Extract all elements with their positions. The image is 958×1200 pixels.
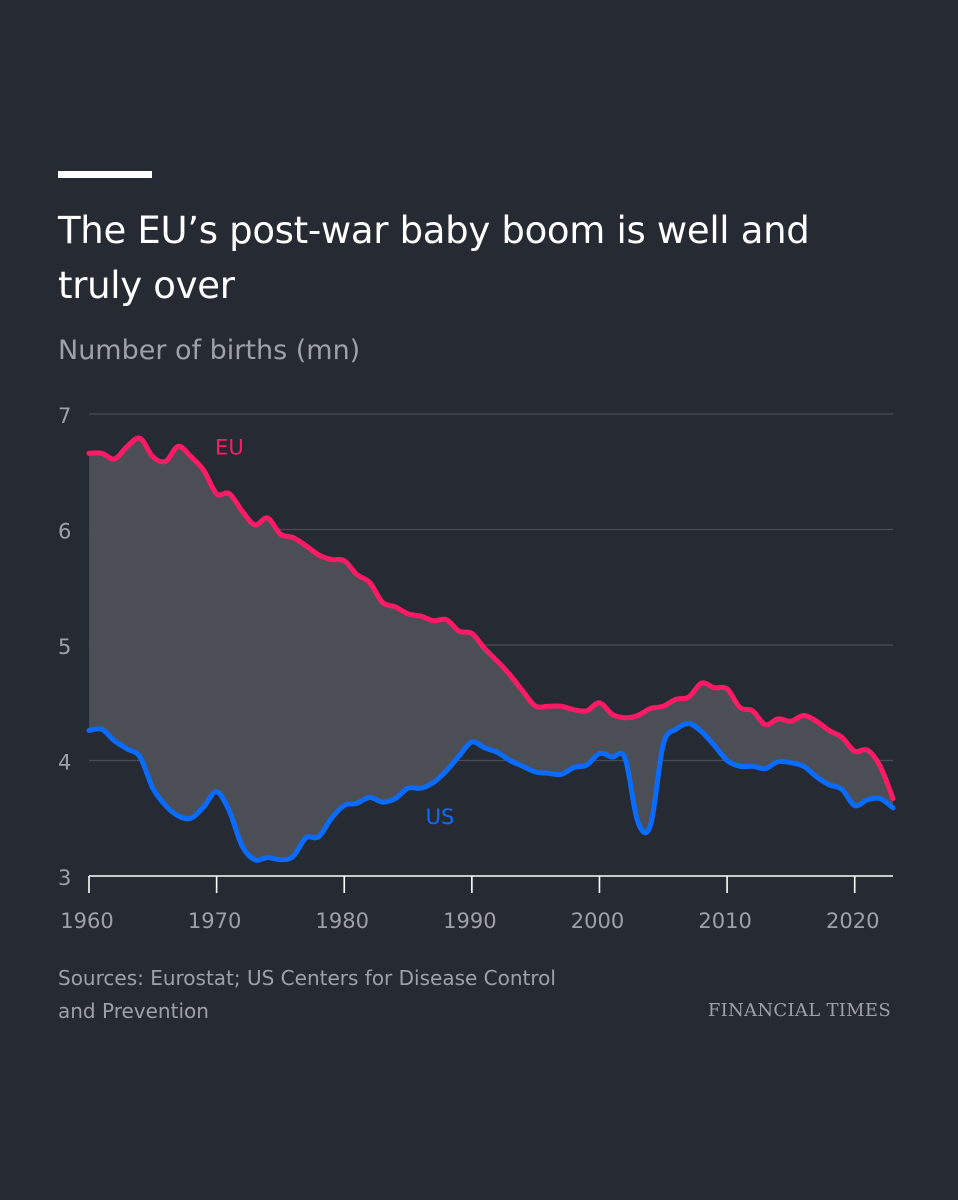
y-tick-label-7: 7: [58, 404, 71, 428]
publisher-brand: FINANCIAL TIMES: [707, 1000, 891, 1021]
x-tick-label-2020: 2020: [826, 909, 879, 933]
us-series-line: [86, 720, 896, 863]
y-tick-label-3: 3: [58, 866, 71, 890]
x-tick-label-1990: 1990: [443, 909, 496, 933]
x-tick-label-2010: 2010: [698, 909, 751, 933]
eu-series-line: [86, 435, 896, 802]
x-tick-label-1970: 1970: [188, 909, 241, 933]
source-note: Sources: Eurostat; US Centers for Diseas…: [58, 966, 556, 1023]
series-labels: EU US: [215, 435, 454, 829]
x-tick-label-1960: 1960: [60, 909, 113, 933]
y-tick-label-4: 4: [58, 751, 71, 775]
us-series-label: US: [426, 805, 455, 829]
y-tick-label-5: 5: [58, 635, 71, 659]
x-axis: 1960 1970 1980 1990 2000 2010 2020: [60, 875, 893, 933]
x-tick-label-1980: 1980: [316, 909, 369, 933]
eu-series-label: EU: [215, 435, 244, 459]
chart-subtitle: Number of births (mn): [58, 335, 361, 366]
chart-title: The EU’s post-war baby boom is well and …: [58, 209, 810, 307]
x-tick-label-2000: 2000: [571, 909, 624, 933]
eu-us-gap-area: [89, 437, 893, 861]
header-accent-bar: [58, 171, 152, 178]
y-tick-label-6: 6: [58, 520, 71, 544]
